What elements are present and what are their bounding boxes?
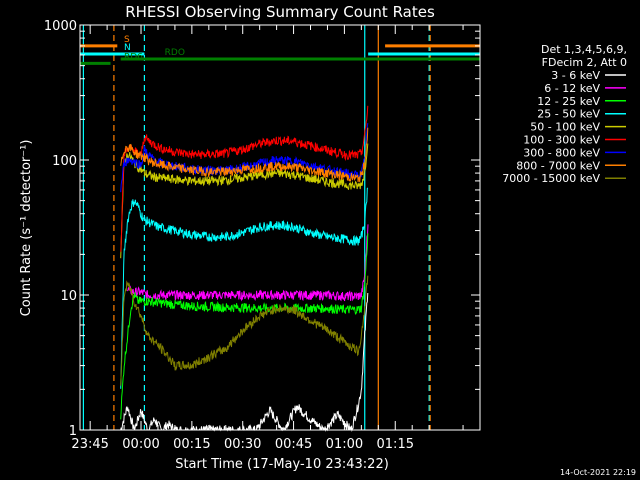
legend-header-1: FDecim 2, Att 0 <box>542 56 627 69</box>
x-tick-label-5: 01:00 <box>326 437 363 452</box>
flag-bars: SN RDO RD6 <box>80 35 480 65</box>
x-axis-label: Start Time (17-May-10 23:43:22) <box>175 457 389 472</box>
legend-entry-2: 12 - 25 keV <box>537 95 600 108</box>
y-tick-label-1: 10 <box>60 289 77 304</box>
legend-entry-7: 800 - 7000 keV <box>516 159 600 172</box>
legend-entry-8: 7000 - 15000 keV <box>502 172 600 185</box>
flag-label-1: N <box>124 43 131 53</box>
legend-entry-3: 25 - 50 keV <box>537 108 600 121</box>
date-stamp: 14-Oct-2021 22:19 <box>560 468 636 477</box>
series-line-8 <box>120 275 369 386</box>
series-line-3 <box>120 187 369 389</box>
series-line-7 <box>120 127 369 183</box>
flag-label-0: S <box>124 35 130 45</box>
series-line-2 <box>120 233 369 420</box>
series-line-4 <box>120 143 369 259</box>
plot-frame <box>79 24 481 431</box>
x-tick-label-1: 00:00 <box>122 437 159 452</box>
legend-header-0: Det 1,3,4,5,6,9, <box>541 43 627 56</box>
legend-entry-6: 300 - 800 keV <box>523 146 600 159</box>
y-tick-label-2: 100 <box>52 154 77 169</box>
x-axis: 23:45 00:00 00:15 00:30 00:45 01:00 01:15 <box>71 25 481 452</box>
legend-entry-1: 6 - 12 keV <box>544 82 600 95</box>
x-tick-label-2: 00:15 <box>173 437 210 452</box>
y-tick-label-0: 1 <box>69 424 77 439</box>
legend: Det 1,3,4,5,6,9,FDecim 2, Att 03 - 6 keV… <box>502 43 627 185</box>
legend-entry-5: 100 - 300 keV <box>523 134 600 147</box>
y-tick-label-3: 1000 <box>44 19 77 34</box>
x-tick-label-6: 01:15 <box>377 437 414 452</box>
series-line-5 <box>120 105 369 252</box>
x-tick-label-3: 00:30 <box>224 437 261 452</box>
legend-entry-0: 3 - 6 keV <box>551 69 600 82</box>
flag-label-2: RDO <box>165 48 185 58</box>
series-lines <box>120 105 369 432</box>
legend-entry-4: 50 - 100 keV <box>530 121 600 134</box>
y-axis-label: Count Rate (s⁻¹ detector⁻¹) <box>19 140 34 317</box>
x-tick-label-0: 23:45 <box>71 437 108 452</box>
y-axis: 1 10 100 1000 <box>44 19 480 439</box>
chart-title: RHESSI Observing Summary Count Rates <box>125 3 435 21</box>
series-line-1 <box>127 224 369 302</box>
flag-label-3: RD6 <box>124 52 143 62</box>
x-tick-label-4: 00:45 <box>275 437 312 452</box>
